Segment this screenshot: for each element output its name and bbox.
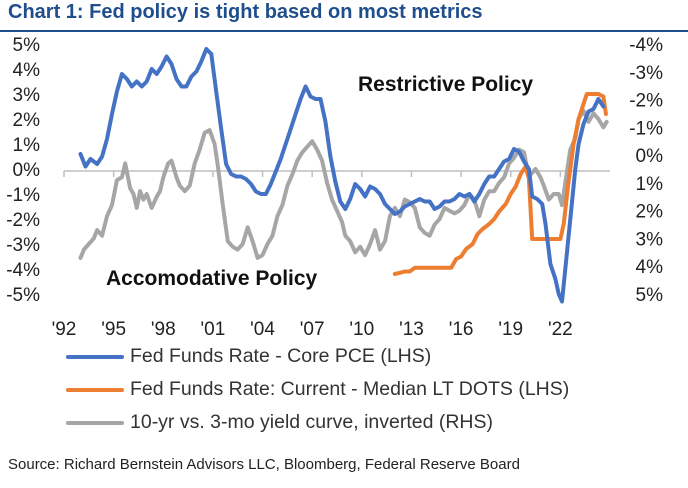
title-divider	[0, 30, 688, 32]
legend-label: 10-yr vs. 3-mo yield curve, inverted (RH…	[130, 411, 494, 433]
x-axis-tick-label: '92	[52, 319, 77, 340]
series-fed-funds-core-pce	[78, 47, 606, 304]
x-axis-tick-label: '16	[449, 319, 474, 340]
right-axis-tick-label: 0%	[636, 146, 664, 167]
x-axis-tick-label: '19	[498, 319, 523, 340]
x-axis-tick-label: '10	[349, 319, 374, 340]
chart-title: Chart 1: Fed policy is tight based on mo…	[8, 1, 483, 23]
left-axis-tick-label: 3%	[13, 85, 41, 106]
x-axis-tick-label: '01	[201, 319, 226, 340]
left-axis-tick-label: 5%	[13, 35, 41, 56]
legend-label: Fed Funds Rate: Current - Median LT DOTS…	[130, 378, 570, 400]
right-axis-tick-label: 3%	[636, 229, 664, 250]
left-axis-tick-label: -3%	[6, 235, 40, 256]
chart-plot: 5% 4% 3% 2% 1% 0% -1% -2% -3% -4% -5% -4% -3% -2% -1% 0…	[6, 35, 664, 340]
source-note: Source: Richard Bernstein Advisors LLC, …	[8, 456, 520, 473]
annotation-accomodative: Accomodative Policy	[106, 267, 318, 290]
legend-item: Fed Funds Rate: Current - Median LT DOTS…	[66, 373, 569, 406]
left-axis-tick-label: -4%	[6, 260, 40, 281]
x-axis-tick-label: '22	[548, 319, 573, 340]
right-axis-tick-label: -3%	[629, 63, 663, 84]
x-axis-tick-label: '95	[101, 319, 126, 340]
legend-item: 10-yr vs. 3-mo yield curve, inverted (RH…	[66, 406, 569, 439]
right-axis-tick-label: -1%	[629, 118, 663, 139]
legend-swatch	[66, 387, 124, 392]
left-axis-tick-label: -1%	[6, 185, 40, 206]
series-yield-curve-inverted	[78, 108, 609, 260]
x-axis-tick-label: '98	[151, 319, 176, 340]
right-axis-tick-label: 4%	[636, 257, 664, 278]
x-axis-tick-label: '13	[399, 319, 424, 340]
right-axis-tick-label: 1%	[636, 174, 664, 195]
left-axis-tick-label: -2%	[6, 210, 40, 231]
legend-label: Fed Funds Rate - Core PCE (LHS)	[130, 345, 432, 367]
left-axis-tick-label: 2%	[13, 110, 41, 131]
right-axis-tick-label: -2%	[629, 91, 663, 112]
right-axis-tick-label: 2%	[636, 202, 664, 223]
right-axis-tick-label: 5%	[636, 285, 664, 306]
left-axis-tick-label: -5%	[6, 285, 40, 306]
series-fed-funds-lt-dots	[392, 92, 608, 276]
left-axis-tick-label: 4%	[13, 60, 41, 81]
x-axis-tick-label: '04	[250, 319, 275, 340]
x-axis-tick-label: '07	[300, 319, 325, 340]
legend-item: Fed Funds Rate - Core PCE (LHS)	[66, 340, 569, 373]
left-axis-tick-label: 0%	[13, 160, 41, 181]
legend-swatch	[66, 420, 124, 425]
legend-swatch	[66, 354, 124, 359]
chart-legend: Fed Funds Rate - Core PCE (LHS) Fed Funds…	[66, 340, 569, 439]
left-axis-tick-label: 1%	[13, 135, 41, 156]
annotation-restrictive: Restrictive Policy	[358, 73, 533, 96]
right-axis-tick-label: -4%	[629, 35, 663, 56]
